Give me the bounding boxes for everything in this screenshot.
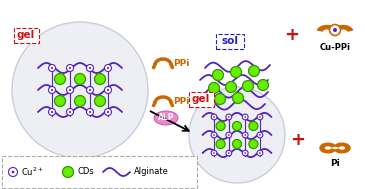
Circle shape xyxy=(213,152,215,154)
Text: PPi: PPi xyxy=(173,60,189,68)
Circle shape xyxy=(51,111,53,113)
Circle shape xyxy=(104,64,111,71)
Circle shape xyxy=(228,116,230,118)
Text: sol: sol xyxy=(222,36,238,46)
Circle shape xyxy=(87,87,93,94)
Circle shape xyxy=(231,67,242,77)
Circle shape xyxy=(213,134,215,136)
Text: +: + xyxy=(284,26,300,44)
Text: Cu$^{2+}$: Cu$^{2+}$ xyxy=(21,166,43,178)
Circle shape xyxy=(49,64,55,71)
Circle shape xyxy=(257,150,263,156)
FancyBboxPatch shape xyxy=(216,34,244,49)
Circle shape xyxy=(213,116,215,118)
Circle shape xyxy=(107,111,109,113)
Circle shape xyxy=(66,87,73,94)
Circle shape xyxy=(107,89,109,91)
Circle shape xyxy=(69,111,71,113)
Circle shape xyxy=(104,87,111,94)
Circle shape xyxy=(226,150,232,156)
Circle shape xyxy=(74,95,85,106)
Circle shape xyxy=(228,152,230,154)
Circle shape xyxy=(244,152,246,154)
Circle shape xyxy=(233,139,242,149)
Circle shape xyxy=(226,81,237,92)
Circle shape xyxy=(49,87,55,94)
Circle shape xyxy=(8,167,18,177)
Circle shape xyxy=(216,122,225,130)
Circle shape xyxy=(189,87,285,183)
Circle shape xyxy=(257,132,263,138)
Circle shape xyxy=(66,64,73,71)
Circle shape xyxy=(95,74,105,84)
Circle shape xyxy=(211,114,217,120)
Circle shape xyxy=(242,150,248,156)
Circle shape xyxy=(74,74,85,84)
Circle shape xyxy=(211,132,217,138)
Circle shape xyxy=(211,150,217,156)
Circle shape xyxy=(257,80,269,91)
Circle shape xyxy=(226,114,232,120)
Polygon shape xyxy=(318,26,337,31)
Polygon shape xyxy=(320,143,335,153)
Circle shape xyxy=(242,81,254,91)
Circle shape xyxy=(249,122,258,130)
Circle shape xyxy=(87,64,93,71)
Text: gel: gel xyxy=(192,94,210,105)
Circle shape xyxy=(54,74,65,84)
Circle shape xyxy=(62,167,73,177)
Circle shape xyxy=(51,67,53,69)
Circle shape xyxy=(249,139,258,149)
Circle shape xyxy=(228,134,230,136)
Circle shape xyxy=(87,108,93,115)
Circle shape xyxy=(242,114,248,120)
Circle shape xyxy=(69,89,71,91)
Ellipse shape xyxy=(154,111,178,125)
Circle shape xyxy=(107,67,109,69)
Circle shape xyxy=(51,89,53,91)
Text: +: + xyxy=(291,131,306,149)
Circle shape xyxy=(69,67,71,69)
Circle shape xyxy=(89,89,91,91)
Text: gel: gel xyxy=(17,30,35,40)
Circle shape xyxy=(226,132,232,138)
Polygon shape xyxy=(335,143,350,153)
Text: PPi: PPi xyxy=(173,98,189,106)
Circle shape xyxy=(330,25,341,36)
Circle shape xyxy=(244,134,246,136)
Circle shape xyxy=(257,114,263,120)
FancyBboxPatch shape xyxy=(189,92,214,107)
Text: ALP: ALP xyxy=(158,114,174,122)
Text: Pi: Pi xyxy=(330,160,340,169)
Circle shape xyxy=(259,134,261,136)
Circle shape xyxy=(259,152,261,154)
Circle shape xyxy=(12,171,14,173)
Circle shape xyxy=(104,108,111,115)
Circle shape xyxy=(89,111,91,113)
Circle shape xyxy=(233,122,242,130)
Circle shape xyxy=(244,116,246,118)
Text: Cu-PPi: Cu-PPi xyxy=(319,43,350,53)
Circle shape xyxy=(66,108,73,115)
FancyBboxPatch shape xyxy=(14,28,39,43)
Circle shape xyxy=(259,116,261,118)
Circle shape xyxy=(215,94,226,105)
Circle shape xyxy=(12,22,148,158)
Circle shape xyxy=(233,92,243,104)
Circle shape xyxy=(212,70,223,81)
Circle shape xyxy=(216,139,225,149)
Circle shape xyxy=(208,83,219,94)
Circle shape xyxy=(54,95,65,106)
Text: CDs: CDs xyxy=(77,167,94,177)
Circle shape xyxy=(242,132,248,138)
Circle shape xyxy=(49,108,55,115)
Circle shape xyxy=(89,67,91,69)
Text: Alginate: Alginate xyxy=(134,167,169,177)
Circle shape xyxy=(95,95,105,106)
Circle shape xyxy=(249,66,260,77)
Circle shape xyxy=(333,28,337,32)
Polygon shape xyxy=(334,26,353,31)
FancyBboxPatch shape xyxy=(2,156,197,188)
